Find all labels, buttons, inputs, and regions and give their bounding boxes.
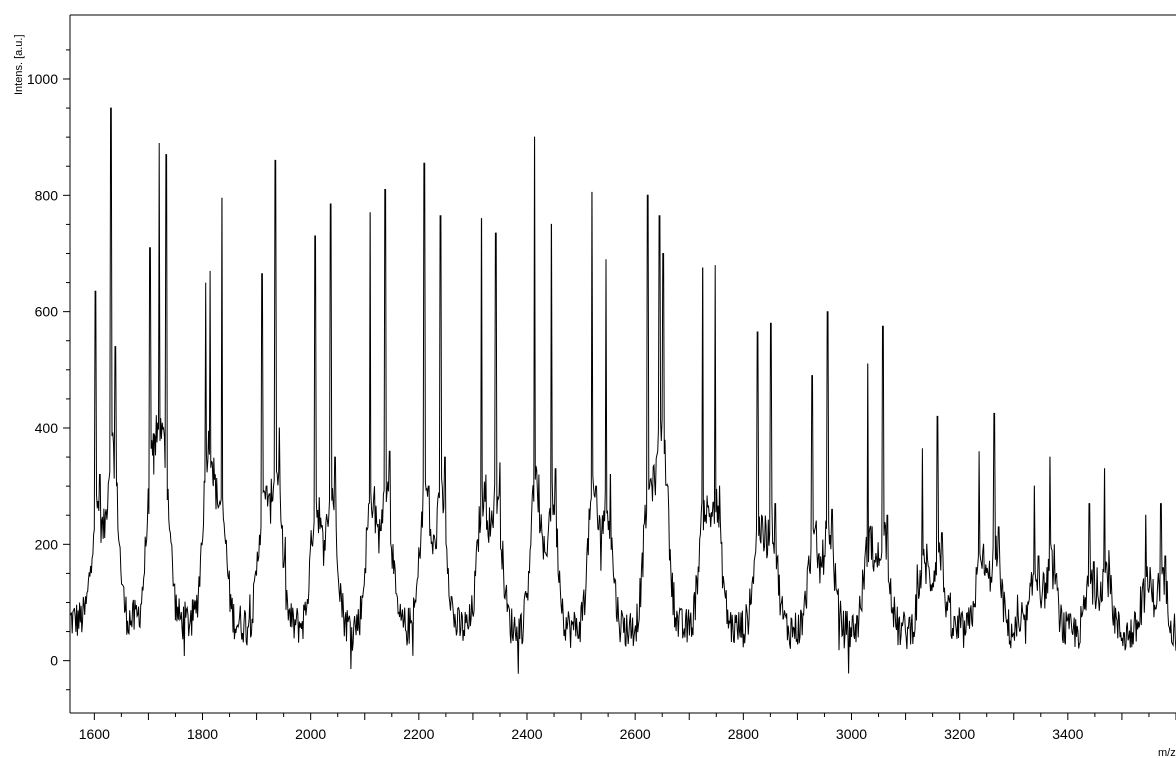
x-tick-label: 3400 — [1052, 726, 1083, 742]
y-axis-title: Intens. [a.u.] — [13, 34, 25, 95]
x-tick-label: 1600 — [79, 726, 110, 742]
x-tick-label: 3000 — [836, 726, 867, 742]
x-tick-label: 2200 — [403, 726, 434, 742]
x-tick-label: 2400 — [511, 726, 542, 742]
y-tick-label: 400 — [35, 420, 59, 436]
x-tick-label: 2000 — [295, 726, 326, 742]
y-tick-label: 0 — [50, 653, 58, 669]
x-tick-label: 2800 — [728, 726, 759, 742]
x-tick-label: 1800 — [187, 726, 218, 742]
x-axis: 1600 1800 2000 2200 2400 2600 2800 3000 3200 3400 — [79, 713, 1176, 742]
y-tick-label: 800 — [35, 187, 59, 203]
plot-frame — [69, 14, 1176, 714]
y-axis: 0 200 400 600 800 1000 — [27, 49, 70, 691]
y-tick-label: 200 — [35, 536, 59, 552]
x-tick-label: 2600 — [620, 726, 651, 742]
x-axis-title: m/z — [1158, 747, 1176, 758]
y-tick-label: 600 — [35, 304, 59, 320]
y-tick-label: 1000 — [27, 71, 58, 87]
x-tick-label: 3200 — [944, 726, 975, 742]
spectrum-trace — [69, 107, 1176, 674]
